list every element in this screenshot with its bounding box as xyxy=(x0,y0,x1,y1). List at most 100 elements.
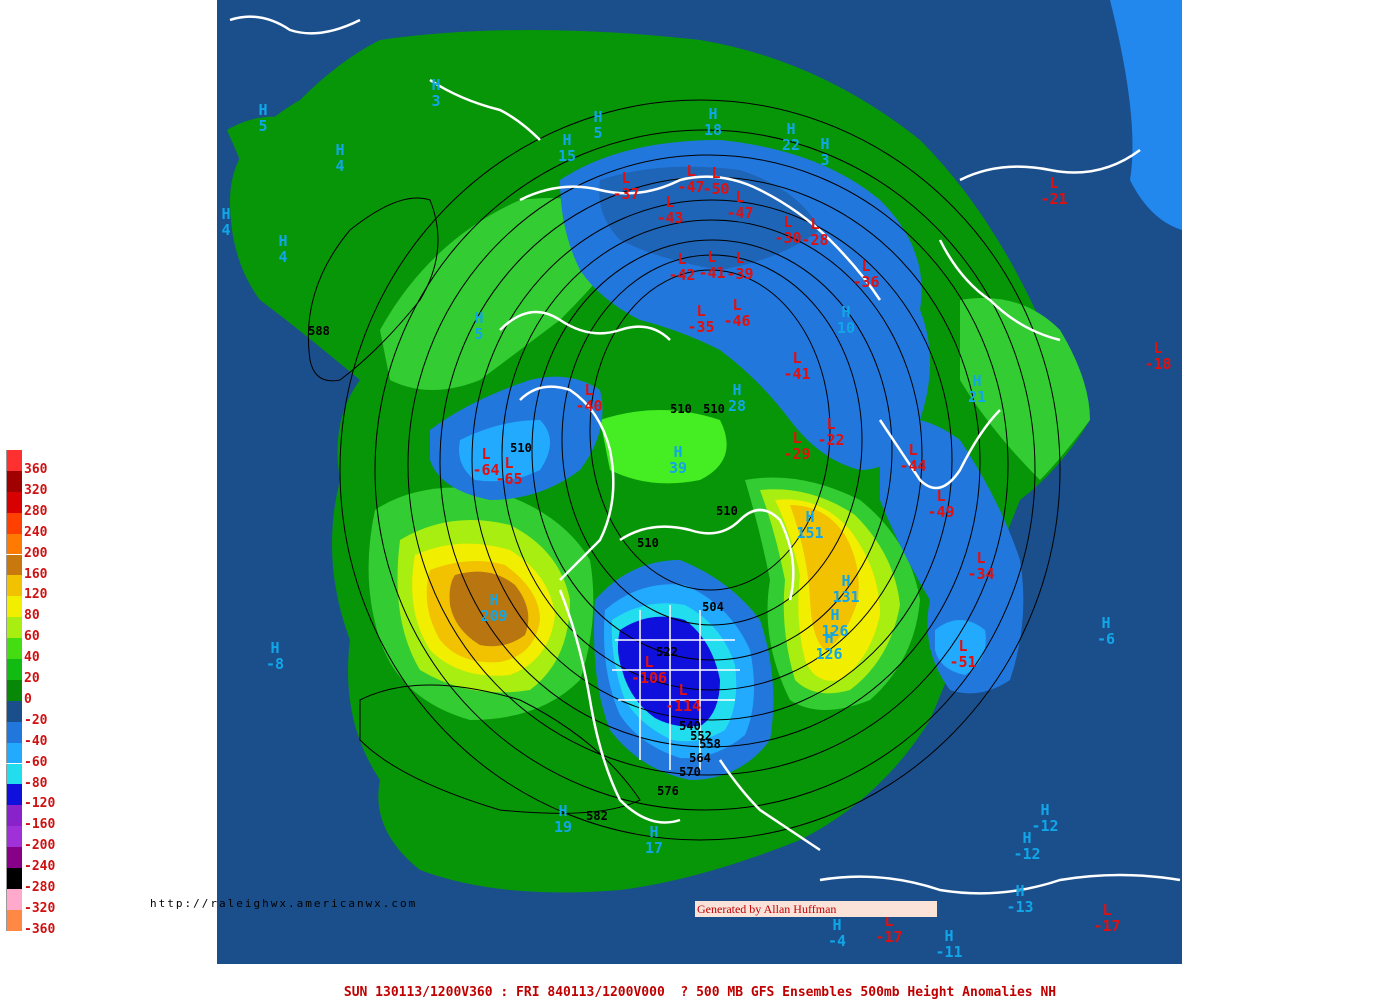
legend-swatch xyxy=(6,784,22,806)
high-center-value: 18 xyxy=(704,121,722,139)
legend-label: 200 xyxy=(24,545,48,561)
high-center-letter: H xyxy=(841,572,850,590)
low-center-value: -47 xyxy=(677,178,704,196)
high-center-value: -8 xyxy=(266,655,284,673)
low-pressure-labels: L-37L-47L-50L-43L-47 L-30L-28L-21L-36L-42… xyxy=(472,162,1171,946)
high-center-letter: H xyxy=(805,508,814,526)
low-center-value: -51 xyxy=(949,653,976,671)
high-center-value: 209 xyxy=(480,607,507,625)
anomaly-light-blue-ne xyxy=(1110,0,1182,230)
anomaly-atlantic-ridge-120 xyxy=(790,505,859,650)
legend-swatch xyxy=(6,763,22,785)
low-center-value: -34 xyxy=(967,565,994,583)
low-center-value: -41 xyxy=(698,264,725,282)
low-center-letter: L xyxy=(504,454,513,472)
high-center-value: 22 xyxy=(782,136,800,154)
contour-height-label: 588 xyxy=(308,324,330,338)
legend-swatch xyxy=(6,721,22,743)
legend-swatch xyxy=(6,575,22,597)
low-center-value: -47 xyxy=(726,204,753,222)
high-center-letter: H xyxy=(431,76,440,94)
high-center-value: 21 xyxy=(968,388,986,406)
low-center-letter: L xyxy=(826,415,835,433)
high-center-value: 126 xyxy=(815,645,842,663)
high-center-letter: H xyxy=(786,120,795,138)
low-center-letter: L xyxy=(732,296,741,314)
high-center-value: 5 xyxy=(258,117,267,135)
low-center-value: -28 xyxy=(801,231,828,249)
low-center-letter: L xyxy=(810,215,819,233)
high-center-letter: H xyxy=(972,372,981,390)
low-center-letter: L xyxy=(644,653,653,671)
low-center-value: -114 xyxy=(665,697,701,715)
low-center-letter: L xyxy=(908,441,917,459)
high-center-letter: H xyxy=(258,101,267,119)
contour-height-label: 510 xyxy=(670,402,692,416)
low-center-letter: L xyxy=(711,164,720,182)
high-center-value: 28 xyxy=(728,397,746,415)
low-center-letter: L xyxy=(481,445,490,463)
legend-label: 40 xyxy=(24,650,40,666)
legend-swatch xyxy=(6,491,22,513)
high-center-value: -13 xyxy=(1006,898,1033,916)
high-center-value: 19 xyxy=(554,818,572,836)
low-center-value: -43 xyxy=(656,209,683,227)
high-center-letter: H xyxy=(732,381,741,399)
legend-label: 80 xyxy=(24,608,40,624)
legend-label: 280 xyxy=(24,503,48,519)
legend-label: 320 xyxy=(24,482,48,498)
legend-swatch xyxy=(6,888,22,910)
low-center-value: -42 xyxy=(668,266,695,284)
legend-label: -20 xyxy=(24,712,48,728)
legend-swatch xyxy=(6,700,22,722)
legend-swatch xyxy=(6,470,22,492)
low-center-value: -41 xyxy=(783,365,810,383)
high-center-value: 3 xyxy=(431,92,440,110)
legend-label: 0 xyxy=(24,691,32,707)
low-center-letter: L xyxy=(861,257,870,275)
low-center-value: -36 xyxy=(852,273,879,291)
high-center-letter: H xyxy=(944,927,953,945)
high-center-letter: H xyxy=(1101,614,1110,632)
low-center-value: -46 xyxy=(723,312,750,330)
high-center-letter: H xyxy=(270,639,279,657)
contour-height-label: 582 xyxy=(586,809,608,823)
low-center-letter: L xyxy=(665,193,674,211)
anomaly-pacific-trough-core xyxy=(459,420,550,482)
high-center-letter: H xyxy=(558,802,567,820)
credit-label: Generated by Allan Huffman xyxy=(695,901,937,917)
low-center-letter: L xyxy=(584,381,593,399)
low-center-letter: L xyxy=(783,213,792,231)
low-center-letter: L xyxy=(958,637,967,655)
high-center-letter: H xyxy=(335,141,344,159)
legend-swatch xyxy=(6,909,22,931)
high-center-letter: H xyxy=(1015,882,1024,900)
high-center-letter: H xyxy=(474,309,483,327)
contour-height-label: 510 xyxy=(510,441,532,455)
high-center-value: 5 xyxy=(474,325,483,343)
high-center-value: -12 xyxy=(1013,845,1040,863)
contour-height-label: 510 xyxy=(703,402,725,416)
high-center-letter: H xyxy=(593,108,602,126)
low-center-letter: L xyxy=(696,302,705,320)
low-center-letter: L xyxy=(976,549,985,567)
anomaly-europe-trough xyxy=(880,417,1024,694)
legend-swatch xyxy=(6,512,22,534)
legend-swatch xyxy=(6,868,22,889)
legend-label: -360 xyxy=(24,921,56,937)
legend-swatch xyxy=(6,533,22,555)
low-center-letter: L xyxy=(936,487,945,505)
legend-label: -160 xyxy=(24,817,56,833)
high-center-value: 126 xyxy=(821,622,848,640)
anomaly-bright-green-arctic xyxy=(600,410,727,484)
legend-swatch xyxy=(6,847,22,868)
low-center-value: -30 xyxy=(774,229,801,247)
legend-label: 160 xyxy=(24,566,48,582)
contour-height-label: 576 xyxy=(657,784,679,798)
low-center-letter: L xyxy=(621,169,630,187)
state-borders xyxy=(612,605,740,770)
contour-height-label: 510 xyxy=(716,504,738,518)
legend-swatch xyxy=(6,805,22,827)
